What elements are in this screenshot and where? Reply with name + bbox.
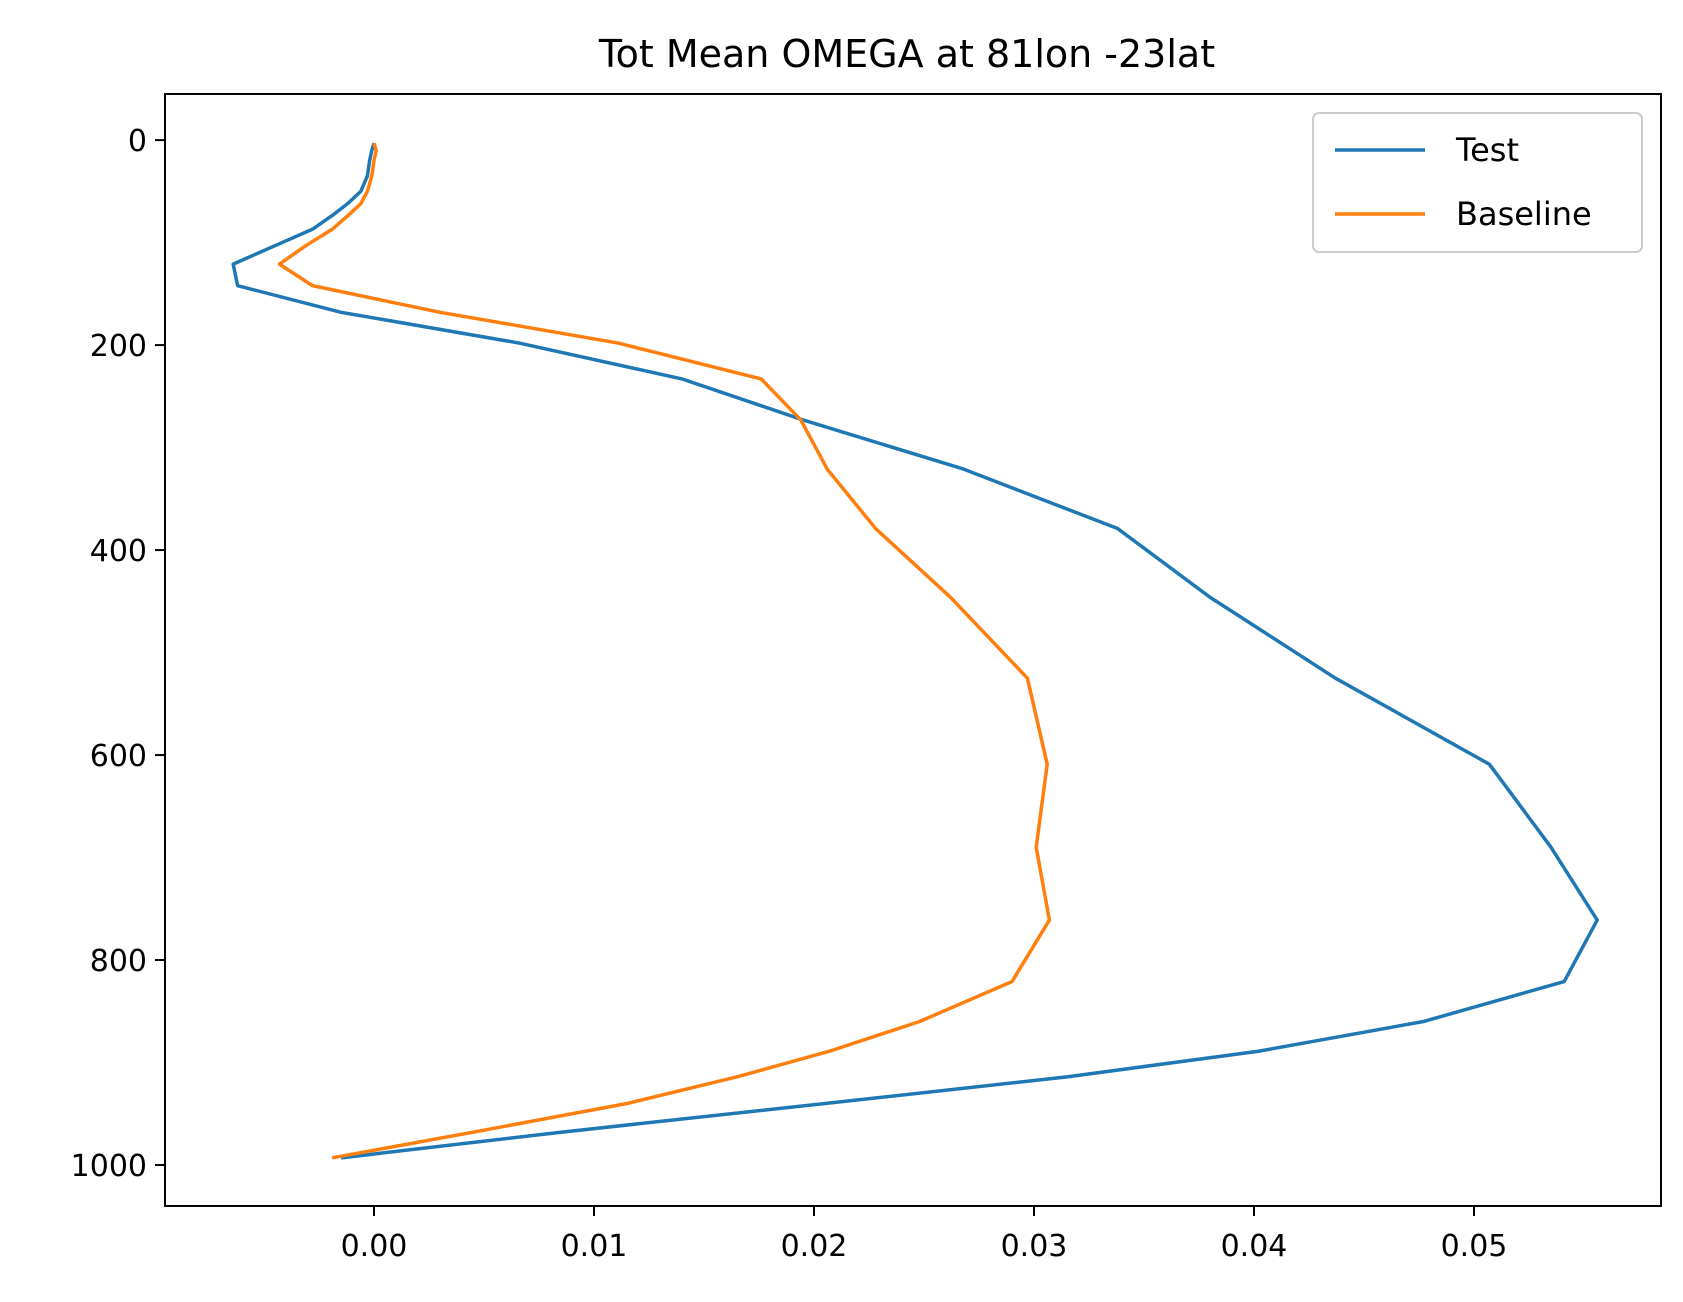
y-tick-label: 1000 [71,1149,147,1184]
x-tick-label: 0.05 [1441,1229,1508,1264]
legend-box [1312,112,1643,253]
y-tick-label: 400 [90,534,147,569]
legend-label-test: Test [1455,131,1519,169]
series-line-test [231,142,1599,1160]
x-tick-label: 0.00 [341,1229,408,1264]
y-axis: 0 200 400 600 800 1000 [71,124,165,1184]
legend: Test Baseline [1312,112,1643,253]
x-axis: 0.00 0.01 0.02 0.03 0.04 0.05 [341,1206,1508,1264]
chart-title: Tot Mean OMEGA at 81lon -23lat [598,32,1215,76]
y-tick-label: 0 [128,124,147,159]
y-tick-label: 800 [90,944,147,979]
axes-frame [164,93,1662,1207]
x-tick-label: 0.04 [1221,1229,1288,1264]
x-tick-label: 0.01 [561,1229,628,1264]
y-tick-label: 600 [90,739,147,774]
x-tick-label: 0.03 [1001,1229,1068,1264]
legend-label-baseline: Baseline [1456,195,1592,233]
series-line-baseline [277,142,1052,1160]
x-tick-label: 0.02 [781,1229,848,1264]
y-tick-label: 200 [90,329,147,364]
plot-lines [231,142,1599,1160]
